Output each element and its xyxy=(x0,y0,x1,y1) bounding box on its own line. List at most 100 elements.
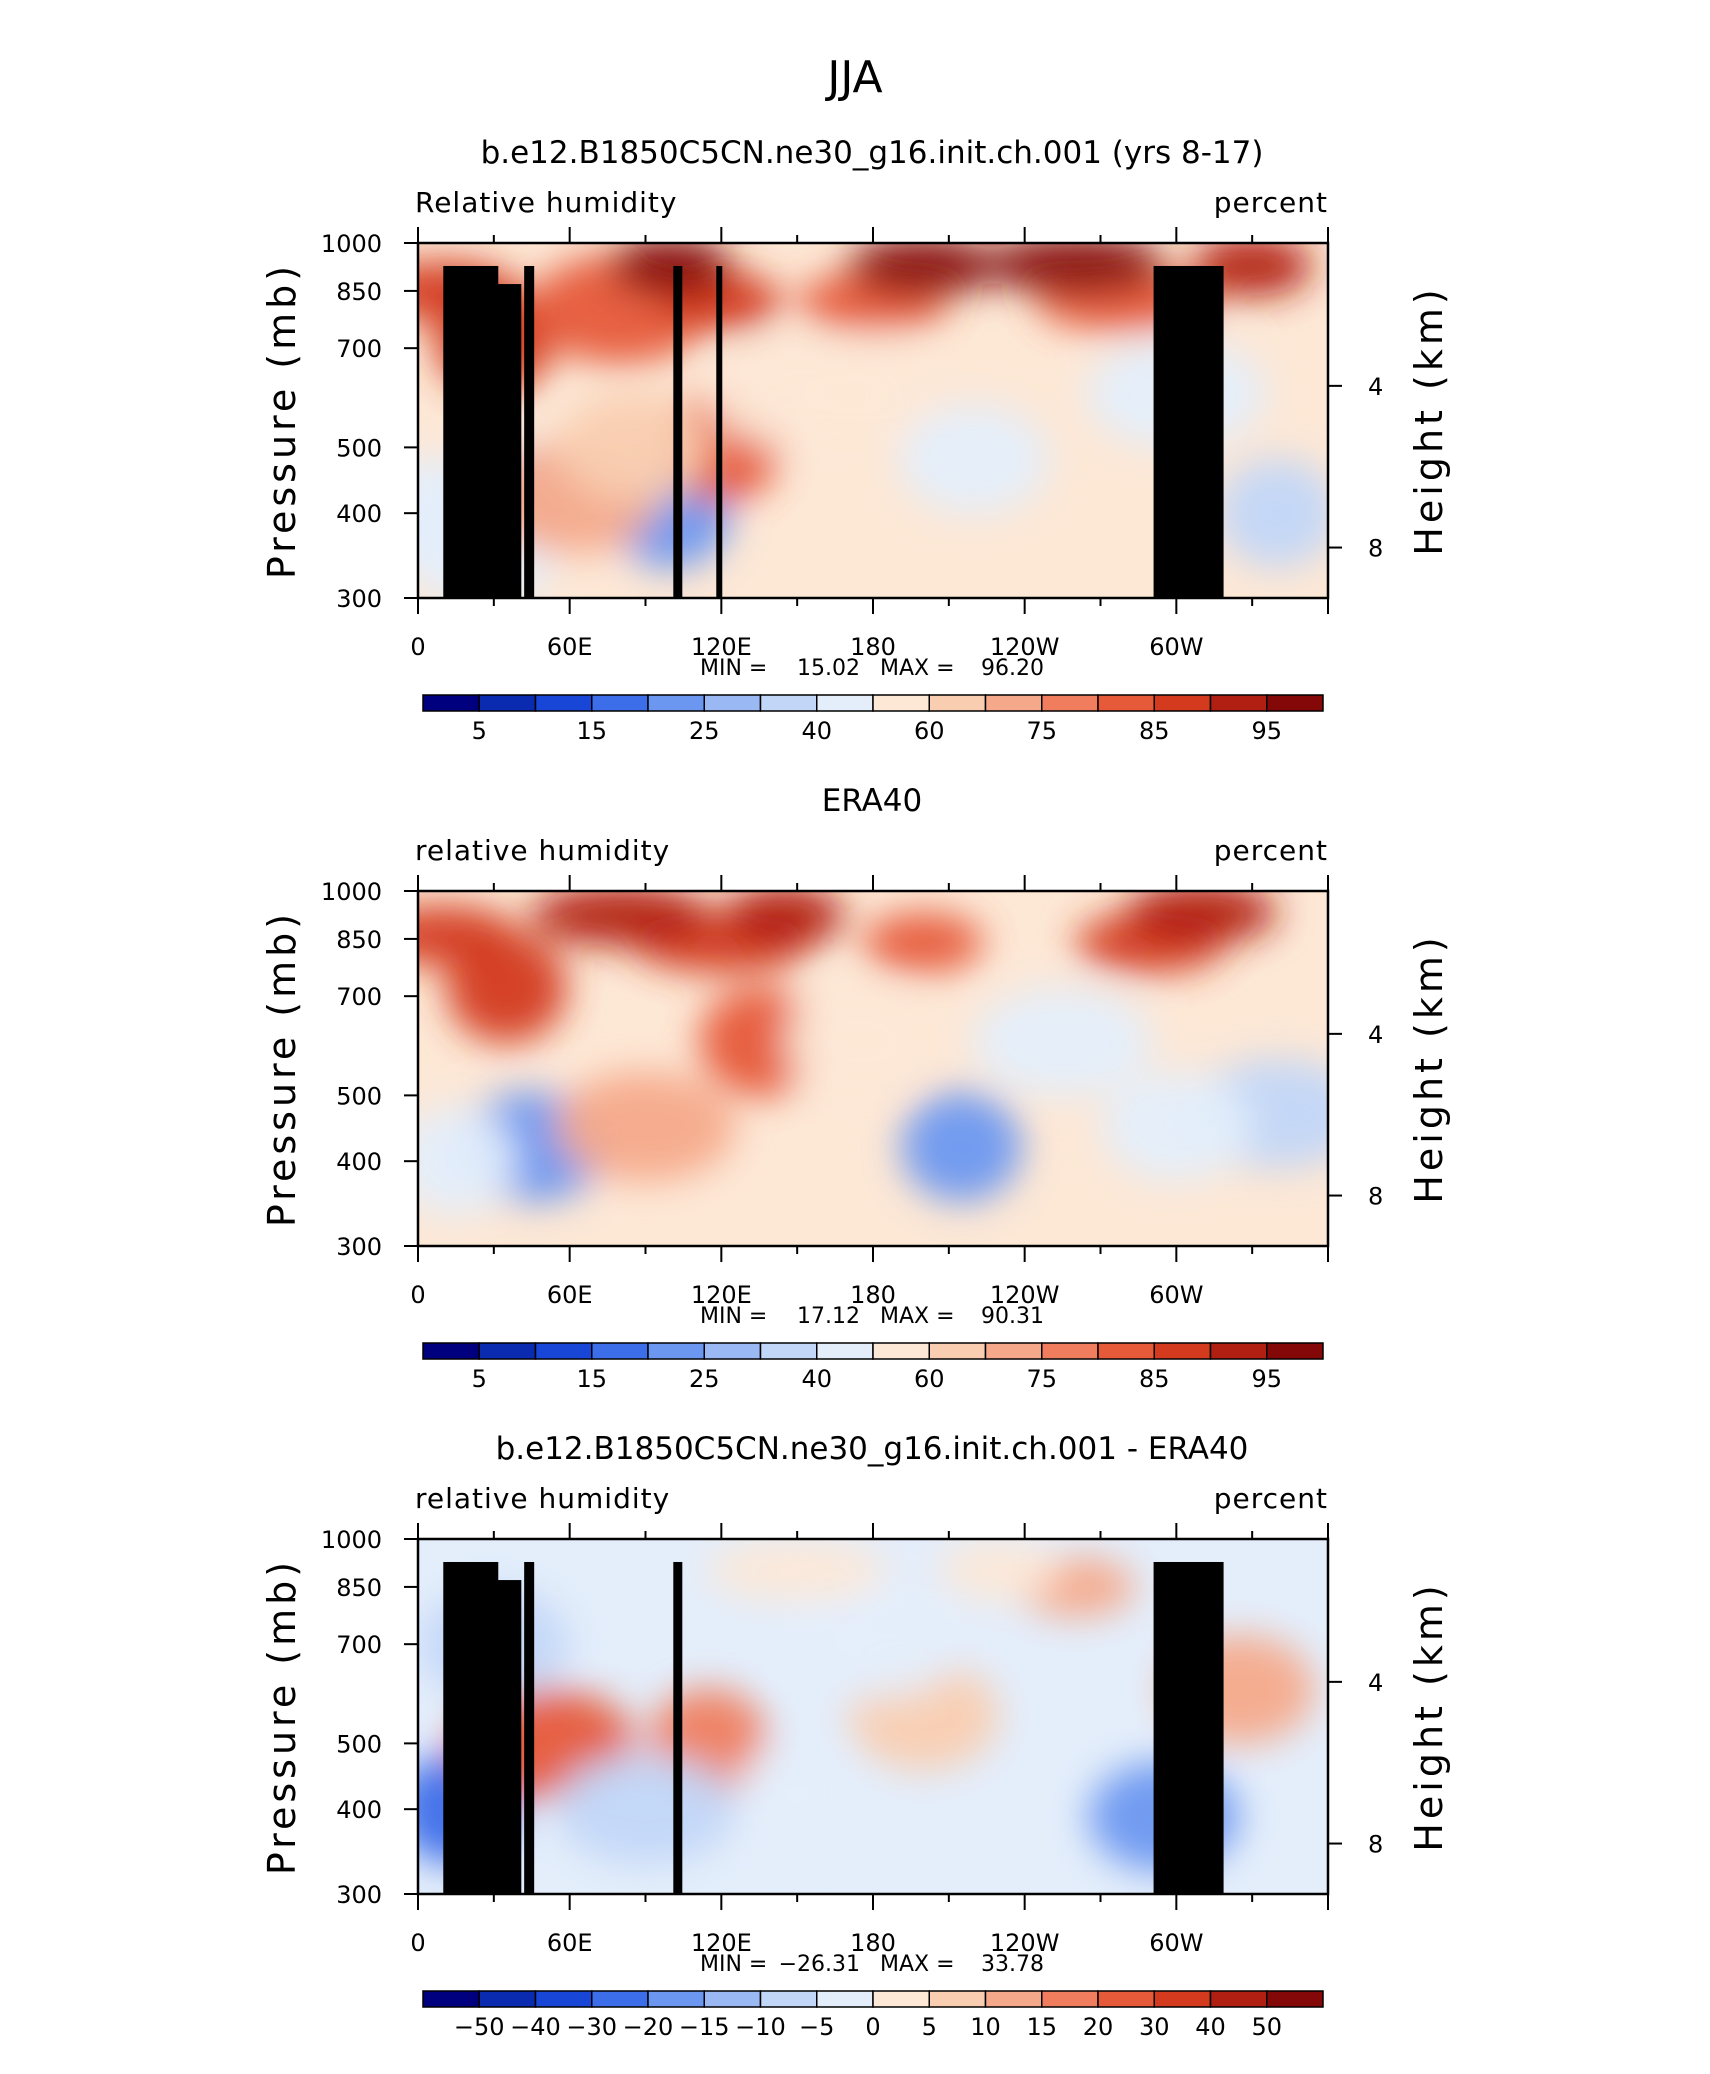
colorbar-swatch xyxy=(534,1990,593,2008)
colorbar-swatch xyxy=(872,1342,930,1360)
colorbar-swatch xyxy=(984,1342,1043,1360)
data-point xyxy=(848,243,999,296)
colorbar-label: 5 xyxy=(472,717,487,745)
colorbar-swatch xyxy=(1153,1342,1212,1360)
colorbar-label: 20 xyxy=(1083,2013,1114,2041)
topography-mask xyxy=(491,1580,522,1894)
colorbar-swatch xyxy=(872,1990,930,2008)
colorbar-swatch xyxy=(928,694,987,712)
colorbar-swatch xyxy=(703,1342,762,1360)
colorbar-swatch xyxy=(422,694,480,712)
colorbar-label: −50 xyxy=(454,2013,505,2041)
colorbar-swatch xyxy=(928,1990,987,2008)
data-point xyxy=(985,243,1166,295)
colorbar-swatch xyxy=(1266,1990,1324,2008)
y2-tick-label: 4 xyxy=(1368,373,1383,401)
colorbar-label: −20 xyxy=(623,2013,674,2041)
colorbar-label: 40 xyxy=(1195,2013,1226,2041)
colorbar-label: 50 xyxy=(1251,2013,1282,2041)
y2-axis-title: Height (km) xyxy=(1407,285,1451,555)
colorbar-swatch xyxy=(1097,1990,1155,2008)
x-tick-label: 60W xyxy=(1149,633,1203,661)
colorbar-label: −5 xyxy=(799,2013,834,2041)
y-tick-label: 300 xyxy=(336,585,382,613)
colorbar: 5 15 25 40 60 75 85 95 xyxy=(422,694,1324,745)
x-tick-label: 60E xyxy=(547,1929,593,1957)
y-tick-label: 400 xyxy=(336,1796,382,1824)
colorbar-swatch xyxy=(647,1342,705,1360)
panel-title: ERA40 xyxy=(822,783,923,819)
topography-mask xyxy=(524,1561,535,1894)
panel-title: b.e12.B1850C5CN.ne30_g16.init.ch.001 - E… xyxy=(496,1431,1249,1467)
colorbar-swatch xyxy=(647,1990,705,2008)
y2-tick-label: 4 xyxy=(1368,1669,1383,1697)
colorbar-swatch xyxy=(984,694,1043,712)
colorbar-swatch xyxy=(816,1342,874,1360)
x-tick-label: 60E xyxy=(547,1281,593,1309)
x-tick-label: 0 xyxy=(410,1281,425,1309)
colorbar-swatch xyxy=(1097,1342,1155,1360)
max-label: MAX = xyxy=(880,1952,955,1977)
colorbar-label: 10 xyxy=(970,2013,1001,2041)
min-label: MIN = xyxy=(700,1304,767,1329)
colorbar-label: 60 xyxy=(914,1365,945,1393)
x-tick-label: 60W xyxy=(1149,1281,1203,1309)
colorbar-label: 25 xyxy=(689,1365,720,1393)
colorbar-label: 25 xyxy=(689,717,720,745)
y-axis-title: Pressure (mb) xyxy=(260,1558,304,1875)
topography-mask xyxy=(443,1561,499,1894)
y-tick-label: 1000 xyxy=(321,230,382,258)
contour-field xyxy=(418,891,1328,1246)
colorbar-swatch xyxy=(1041,694,1099,712)
max-value: 33.78 xyxy=(981,1952,1044,1977)
colorbar-label: −15 xyxy=(679,2013,730,2041)
colorbar-label: 40 xyxy=(801,1365,832,1393)
y-tick-label: 700 xyxy=(336,983,382,1011)
min-label: MIN = xyxy=(700,1952,767,1977)
colorbar-swatch xyxy=(591,1342,649,1360)
y-tick-label: 850 xyxy=(336,926,382,954)
colorbar-label: 15 xyxy=(576,1365,607,1393)
colorbar-swatch xyxy=(591,694,649,712)
colorbar-label: 85 xyxy=(1139,1365,1170,1393)
colorbar-label: 40 xyxy=(801,717,832,745)
units-label: percent xyxy=(1214,186,1328,219)
x-tick-label: 180 xyxy=(850,1281,896,1309)
colorbar-label: 95 xyxy=(1251,717,1282,745)
colorbar-label: 15 xyxy=(1026,2013,1057,2041)
colorbar-label: 5 xyxy=(472,1365,487,1393)
data-point xyxy=(1217,458,1328,569)
x-tick-label: 120E xyxy=(691,633,752,661)
x-tick-label: 0 xyxy=(410,1929,425,1957)
data-point xyxy=(557,392,708,503)
y-axis-title: Pressure (mb) xyxy=(260,910,304,1227)
topography-mask xyxy=(443,265,499,598)
colorbar-label: 60 xyxy=(914,717,945,745)
colorbar-swatch xyxy=(647,694,705,712)
y-tick-label: 400 xyxy=(336,500,382,528)
topography-mask xyxy=(491,284,522,598)
colorbar-swatch xyxy=(1153,1990,1212,2008)
colorbar-swatch xyxy=(1097,694,1155,712)
y-tick-label: 700 xyxy=(336,335,382,363)
colorbar-swatch xyxy=(1209,694,1268,712)
panel-title: b.e12.B1850C5CN.ne30_g16.init.ch.001 (yr… xyxy=(481,135,1264,171)
colorbar-swatch xyxy=(816,1990,874,2008)
min-label: MIN = xyxy=(700,656,767,681)
y-tick-label: 400 xyxy=(336,1148,382,1176)
colorbar: 5 15 25 40 60 75 85 95 xyxy=(422,1342,1324,1393)
colorbar: −50 −40 −30 −20 −15 −10 −5 0 5 10 15 20 30 40 50 xyxy=(422,1990,1324,2041)
colorbar-label: −40 xyxy=(510,2013,561,2041)
colorbar-label: 15 xyxy=(576,717,607,745)
colorbar-swatch xyxy=(1266,1342,1324,1360)
colorbar-swatch xyxy=(928,1342,987,1360)
min-value: 17.12 xyxy=(797,1304,860,1329)
x-tick-label: 120E xyxy=(691,1281,752,1309)
colorbar-label: 85 xyxy=(1139,717,1170,745)
y2-tick-label: 4 xyxy=(1368,1021,1383,1049)
data-point xyxy=(724,891,845,946)
colorbar-label: 30 xyxy=(1139,2013,1170,2041)
colorbar-swatch xyxy=(591,1990,649,2008)
y-tick-label: 1000 xyxy=(321,878,382,906)
y-tick-label: 300 xyxy=(336,1233,382,1261)
